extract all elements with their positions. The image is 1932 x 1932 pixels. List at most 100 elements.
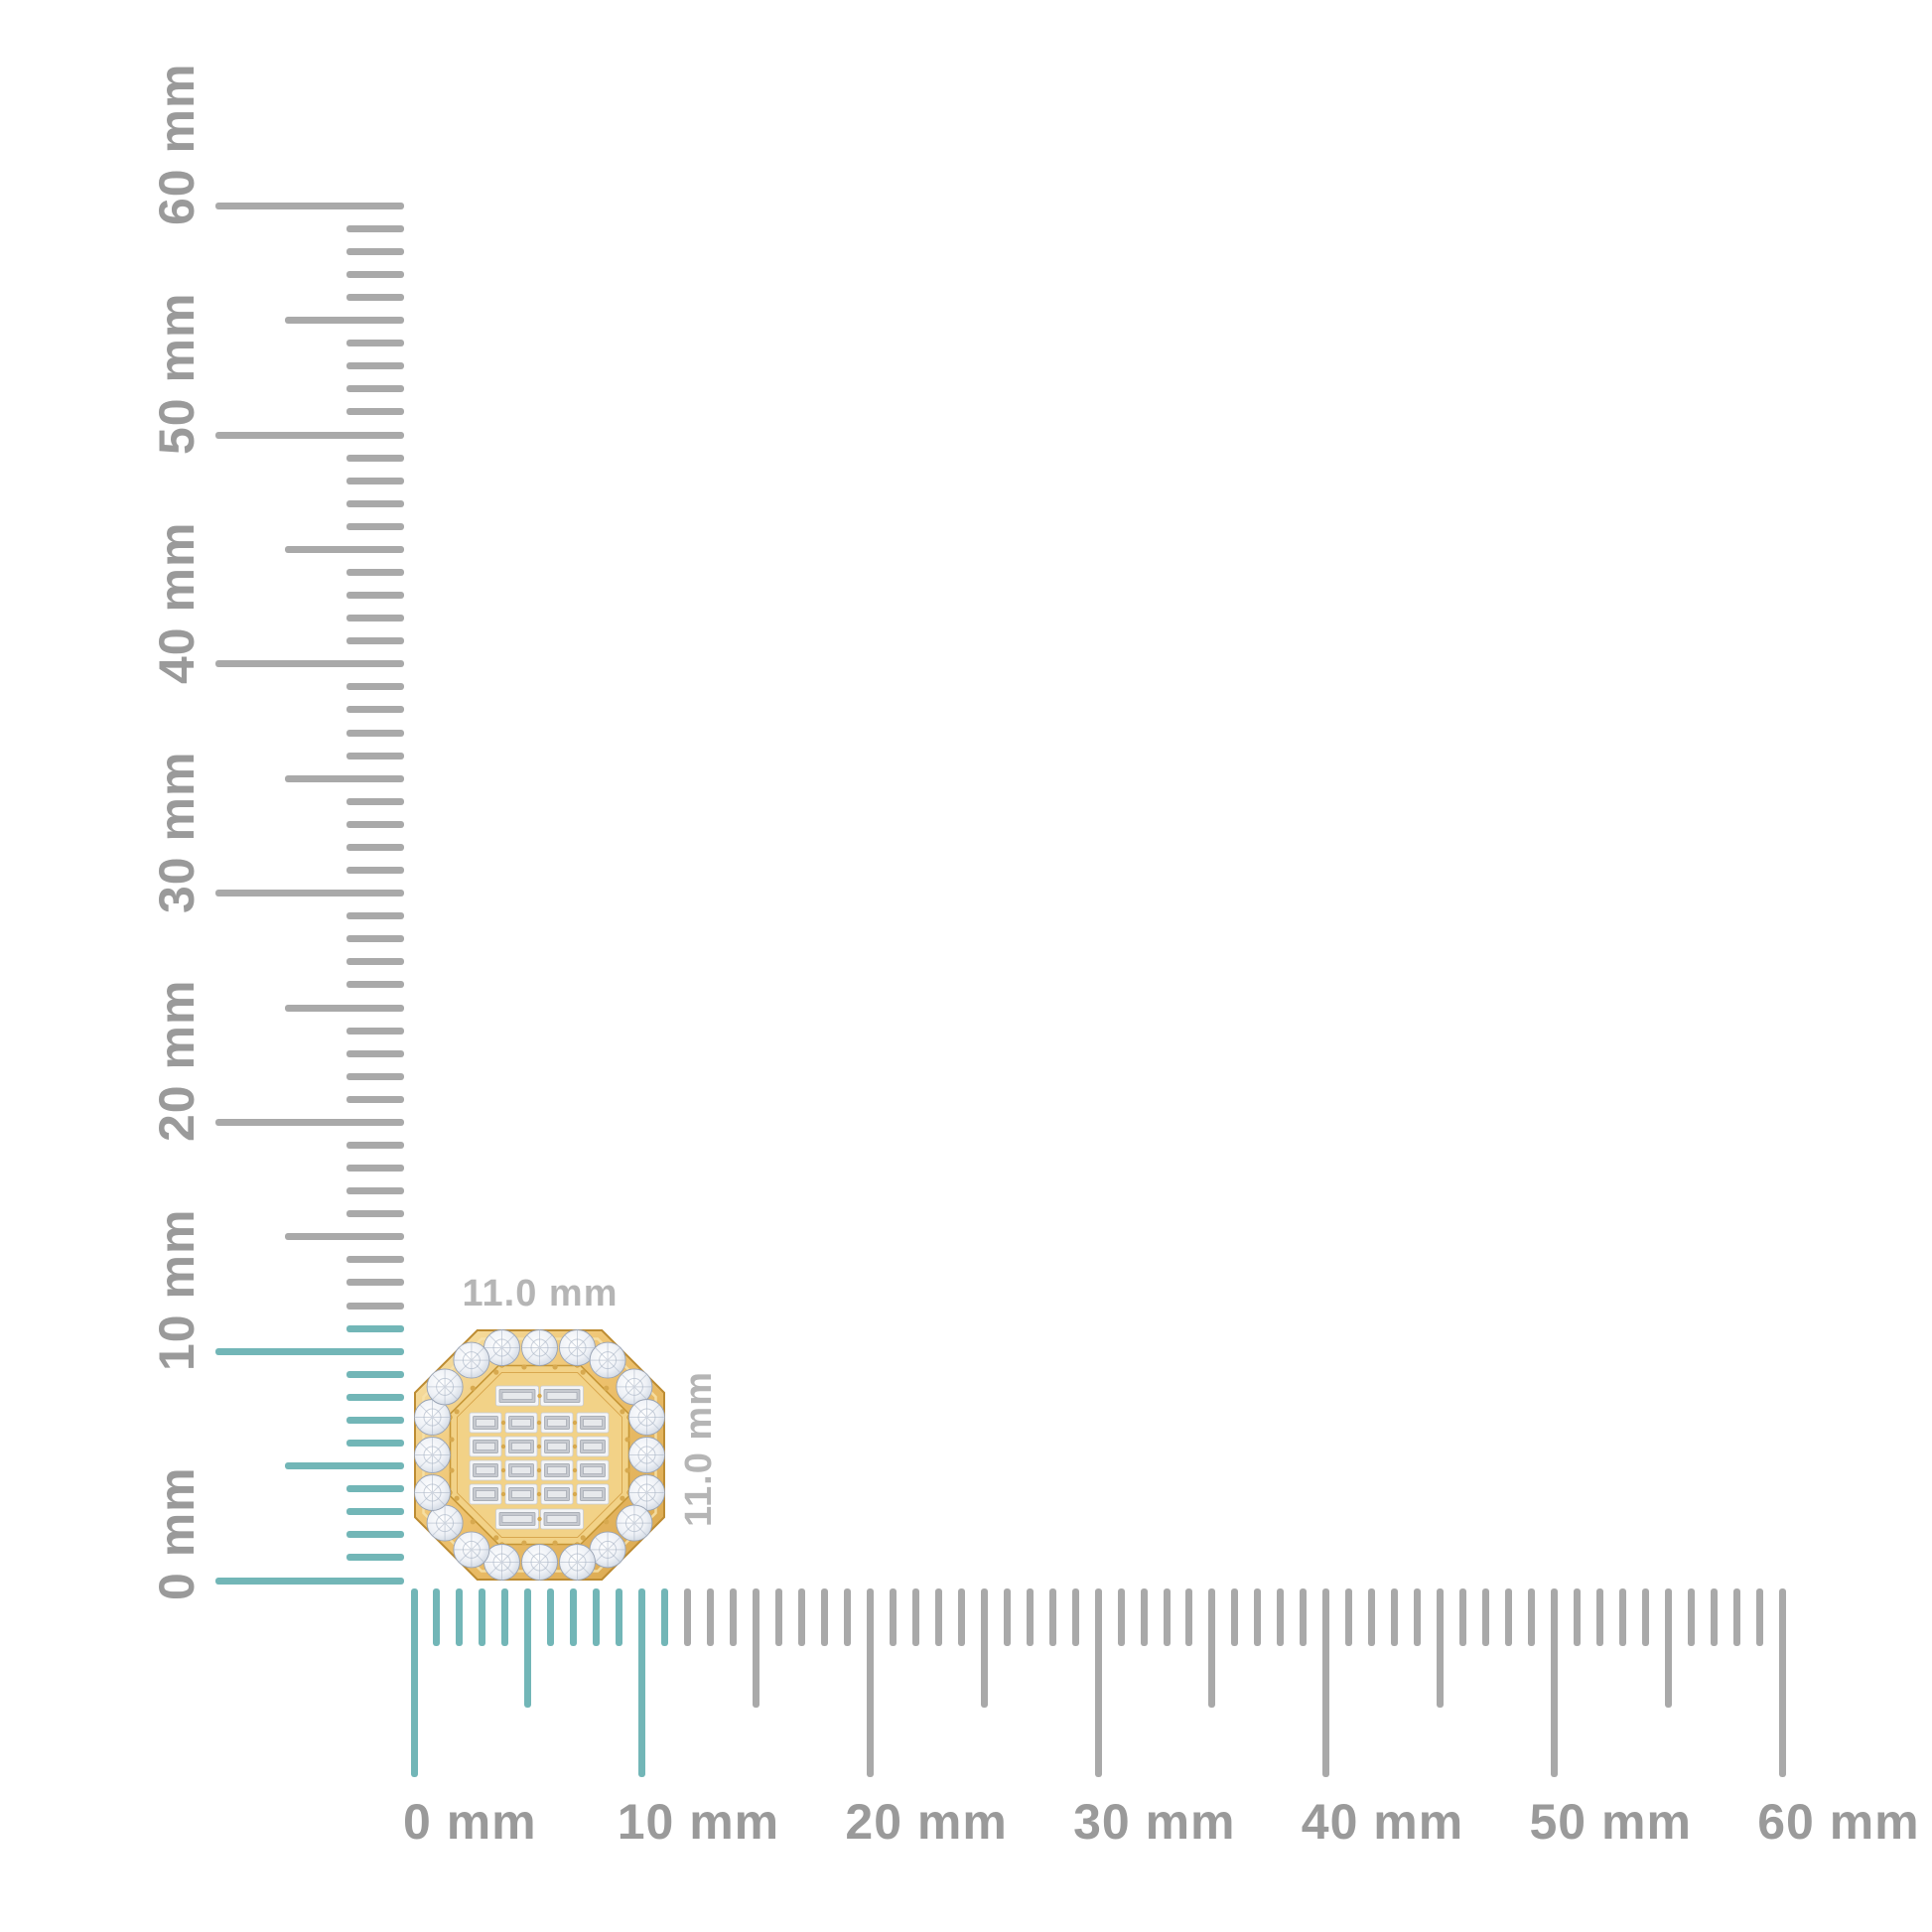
baguette-diamond xyxy=(495,1385,539,1407)
vertical-ruler-tick xyxy=(346,615,404,622)
horizontal-ruler-tick xyxy=(1664,1588,1672,1708)
horizontal-ruler-tick xyxy=(1094,1588,1102,1777)
horizontal-ruler-tick xyxy=(1026,1588,1034,1646)
vertical-ruler-tick xyxy=(346,568,404,576)
vertical-ruler-tick xyxy=(346,1485,404,1493)
vertical-ruler-tick xyxy=(346,935,404,943)
vertical-ruler-tick xyxy=(215,890,404,897)
horizontal-ruler-tick xyxy=(820,1588,828,1646)
horizontal-ruler-tick xyxy=(1254,1588,1262,1646)
halo-diamond xyxy=(426,1368,464,1406)
gold-bead xyxy=(624,1467,630,1473)
gold-bead xyxy=(624,1437,630,1443)
gold-bead xyxy=(493,1535,499,1541)
horizontal-ruler-tick xyxy=(1071,1588,1079,1646)
horizontal-ruler-tick xyxy=(1528,1588,1536,1646)
vertical-ruler-tick xyxy=(346,843,404,851)
gold-bead xyxy=(449,1467,455,1473)
horizontal-ruler-tick xyxy=(684,1588,692,1646)
vertical-ruler-tick xyxy=(346,224,404,232)
gold-bead xyxy=(470,1519,476,1525)
horizontal-ruler-tick xyxy=(1345,1588,1353,1646)
vertical-ruler-tick xyxy=(346,385,404,393)
vertical-ruler-tick xyxy=(346,729,404,737)
halo-diamond xyxy=(521,1544,558,1581)
vertical-ruler-tick xyxy=(346,1508,404,1516)
item-height-dimension-label: 11.0 mm xyxy=(678,1371,720,1527)
item-width-dimension-label: 11.0 mm xyxy=(462,1273,619,1314)
vertical-ruler-tick xyxy=(346,1554,404,1562)
horizontal-ruler-tick xyxy=(456,1588,464,1646)
vertical-ruler-tick xyxy=(215,1577,404,1585)
vertical-ruler-tick xyxy=(346,454,404,462)
gold-bead xyxy=(620,1409,625,1415)
horizontal-ruler-tick xyxy=(753,1588,760,1708)
gold-bead xyxy=(604,1519,610,1525)
gold-bead xyxy=(604,1385,610,1391)
horizontal-ruler-label: 10 mm xyxy=(617,1794,780,1850)
vertical-ruler-tick xyxy=(215,202,404,209)
baguette-diamond xyxy=(504,1412,538,1434)
horizontal-ruler-tick xyxy=(593,1588,601,1646)
horizontal-ruler-label: 40 mm xyxy=(1301,1794,1464,1850)
horizontal-ruler-tick xyxy=(1505,1588,1513,1646)
vertical-ruler-tick xyxy=(285,774,404,782)
gold-bead xyxy=(620,1495,625,1501)
vertical-ruler-tick xyxy=(346,1416,404,1424)
vertical-ruler-label: 50 mm xyxy=(149,292,205,455)
baguette-diamond xyxy=(469,1483,502,1505)
vertical-ruler-tick xyxy=(346,1072,404,1080)
vertical-ruler-tick xyxy=(346,706,404,714)
baguette-diamond xyxy=(540,1436,574,1457)
horizontal-ruler-tick xyxy=(797,1588,805,1646)
horizontal-ruler-tick xyxy=(616,1588,623,1646)
gold-bead xyxy=(552,1364,558,1370)
baguette-diamond xyxy=(504,1436,538,1457)
horizontal-ruler-tick xyxy=(1618,1588,1626,1646)
vertical-ruler-tick xyxy=(346,912,404,920)
baguette-diamond xyxy=(576,1436,610,1457)
gold-bead xyxy=(521,1540,527,1546)
gold-bead xyxy=(500,1467,506,1473)
gold-bead xyxy=(572,1444,578,1449)
baguette-diamond xyxy=(504,1459,538,1481)
vertical-ruler-tick xyxy=(346,1531,404,1539)
horizontal-ruler-tick xyxy=(866,1588,874,1777)
gold-bead xyxy=(500,1420,506,1426)
vertical-ruler-tick xyxy=(215,431,404,439)
gold-bead xyxy=(537,1393,542,1399)
horizontal-ruler-label: 50 mm xyxy=(1529,1794,1692,1850)
gold-bead xyxy=(572,1491,578,1497)
horizontal-ruler-tick xyxy=(980,1588,988,1708)
baguette-diamond xyxy=(540,1508,584,1530)
horizontal-ruler-label: 20 mm xyxy=(845,1794,1008,1850)
horizontal-ruler-tick xyxy=(1573,1588,1581,1646)
vertical-ruler-tick xyxy=(346,477,404,484)
horizontal-ruler-tick xyxy=(1322,1588,1330,1777)
halo-diamond xyxy=(453,1531,490,1569)
vertical-ruler-tick xyxy=(285,317,404,325)
vertical-ruler-tick xyxy=(346,408,404,416)
horizontal-ruler-tick xyxy=(1755,1588,1763,1646)
vertical-ruler-tick xyxy=(346,247,404,255)
earring-product-image xyxy=(414,1329,665,1581)
vertical-ruler-tick xyxy=(346,1324,404,1332)
baguette-diamond xyxy=(576,1459,610,1481)
vertical-ruler-tick xyxy=(346,1256,404,1264)
vertical-ruler-tick xyxy=(285,1004,404,1012)
baguette-diamond xyxy=(469,1412,502,1434)
gold-bead xyxy=(572,1420,578,1426)
gold-bead xyxy=(454,1495,460,1501)
gold-bead xyxy=(536,1467,542,1473)
horizontal-ruler-tick xyxy=(501,1588,509,1646)
vertical-ruler-tick xyxy=(346,820,404,828)
horizontal-ruler-tick xyxy=(1300,1588,1308,1646)
gold-bead xyxy=(580,1369,586,1375)
baguette-diamond xyxy=(540,1412,574,1434)
horizontal-ruler-tick xyxy=(1208,1588,1216,1708)
gold-bead xyxy=(449,1437,455,1443)
gold-bead xyxy=(521,1364,527,1370)
halo-diamond xyxy=(453,1341,490,1379)
baguette-diamond xyxy=(469,1459,502,1481)
